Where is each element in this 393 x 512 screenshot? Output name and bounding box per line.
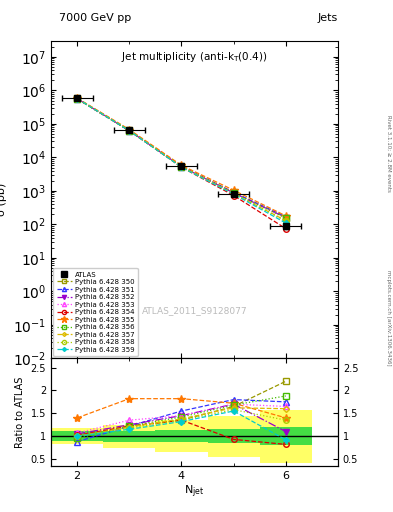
Pythia 6.428 351 xyxy=(283,214,288,220)
Pythia 6.428 352 xyxy=(179,164,184,170)
Pythia 6.428 359 xyxy=(127,127,132,134)
Pythia 6.428 354 xyxy=(75,96,79,102)
Pythia 6.428 356 xyxy=(231,190,236,196)
Legend: ATLAS, Pythia 6.428 350, Pythia 6.428 351, Pythia 6.428 352, Pythia 6.428 353, P: ATLAS, Pythia 6.428 350, Pythia 6.428 35… xyxy=(53,268,138,356)
Pythia 6.428 352 xyxy=(127,127,132,134)
Pythia 6.428 354 xyxy=(231,193,236,199)
Pythia 6.428 353 xyxy=(283,215,288,221)
Pythia 6.428 357 xyxy=(231,190,236,197)
Pythia 6.428 355 xyxy=(179,162,184,168)
Pythia 6.428 351 xyxy=(179,164,184,170)
Pythia 6.428 358 xyxy=(283,218,288,224)
Pythia 6.428 359 xyxy=(75,96,79,102)
Line: Pythia 6.428 357: Pythia 6.428 357 xyxy=(75,97,288,223)
Pythia 6.428 359 xyxy=(179,164,184,170)
Line: Pythia 6.428 350: Pythia 6.428 350 xyxy=(74,96,288,220)
Pythia 6.428 358 xyxy=(179,164,184,170)
X-axis label: N$_\mathrm{jet}$: N$_\mathrm{jet}$ xyxy=(184,483,205,500)
Pythia 6.428 356 xyxy=(127,128,132,134)
Pythia 6.428 353 xyxy=(75,95,79,101)
Pythia 6.428 357 xyxy=(75,96,79,102)
Pythia 6.428 350 xyxy=(127,127,132,133)
Pythia 6.428 351 xyxy=(231,189,236,196)
Pythia 6.428 351 xyxy=(75,96,79,102)
Pythia 6.428 353 xyxy=(179,163,184,169)
Line: Pythia 6.428 353: Pythia 6.428 353 xyxy=(74,96,288,221)
Line: Pythia 6.428 356: Pythia 6.428 356 xyxy=(74,96,288,221)
Pythia 6.428 352 xyxy=(75,96,79,102)
Line: Pythia 6.428 358: Pythia 6.428 358 xyxy=(74,96,288,224)
Pythia 6.428 356 xyxy=(75,96,79,102)
Text: 7000 GeV pp: 7000 GeV pp xyxy=(59,13,131,23)
Pythia 6.428 355 xyxy=(127,126,132,133)
Y-axis label: Ratio to ATLAS: Ratio to ATLAS xyxy=(15,376,25,448)
Pythia 6.428 354 xyxy=(127,127,132,134)
Pythia 6.428 355 xyxy=(283,213,288,219)
Pythia 6.428 355 xyxy=(75,95,79,101)
Pythia 6.428 351 xyxy=(127,128,132,134)
Pythia 6.428 357 xyxy=(127,127,132,134)
Line: Pythia 6.428 355: Pythia 6.428 355 xyxy=(73,94,290,220)
Pythia 6.428 354 xyxy=(179,164,184,170)
Text: Jet multiplicity (anti-k$_\mathrm{T}$(0.4)): Jet multiplicity (anti-k$_\mathrm{T}$(0.… xyxy=(121,51,268,65)
Pythia 6.428 352 xyxy=(283,215,288,221)
Line: Pythia 6.428 359: Pythia 6.428 359 xyxy=(75,97,288,225)
Pythia 6.428 356 xyxy=(179,164,184,170)
Text: Rivet 3.1.10; ≥ 2.8M events: Rivet 3.1.10; ≥ 2.8M events xyxy=(386,115,391,192)
Pythia 6.428 354 xyxy=(283,225,288,231)
Pythia 6.428 353 xyxy=(231,190,236,196)
Pythia 6.428 359 xyxy=(231,191,236,197)
Text: ATLAS_2011_S9128077: ATLAS_2011_S9128077 xyxy=(142,306,247,315)
Pythia 6.428 350 xyxy=(283,215,288,221)
Pythia 6.428 356 xyxy=(283,215,288,221)
Text: Jets: Jets xyxy=(318,13,338,23)
Line: Pythia 6.428 351: Pythia 6.428 351 xyxy=(74,96,288,220)
Line: Pythia 6.428 354: Pythia 6.428 354 xyxy=(74,96,288,231)
Pythia 6.428 350 xyxy=(231,189,236,196)
Text: mcplots.cern.ch [arXiv:1306.3436]: mcplots.cern.ch [arXiv:1306.3436] xyxy=(386,270,391,365)
Pythia 6.428 358 xyxy=(231,191,236,197)
Pythia 6.428 358 xyxy=(127,127,132,134)
Pythia 6.428 350 xyxy=(179,163,184,169)
Pythia 6.428 358 xyxy=(75,96,79,102)
Pythia 6.428 352 xyxy=(231,190,236,196)
Pythia 6.428 357 xyxy=(283,218,288,224)
Y-axis label: σ (pb): σ (pb) xyxy=(0,183,7,216)
Pythia 6.428 353 xyxy=(127,127,132,134)
Pythia 6.428 350 xyxy=(75,95,79,101)
Pythia 6.428 359 xyxy=(283,220,288,226)
Line: Pythia 6.428 352: Pythia 6.428 352 xyxy=(74,96,288,220)
Pythia 6.428 357 xyxy=(179,164,184,170)
Pythia 6.428 355 xyxy=(231,187,236,194)
